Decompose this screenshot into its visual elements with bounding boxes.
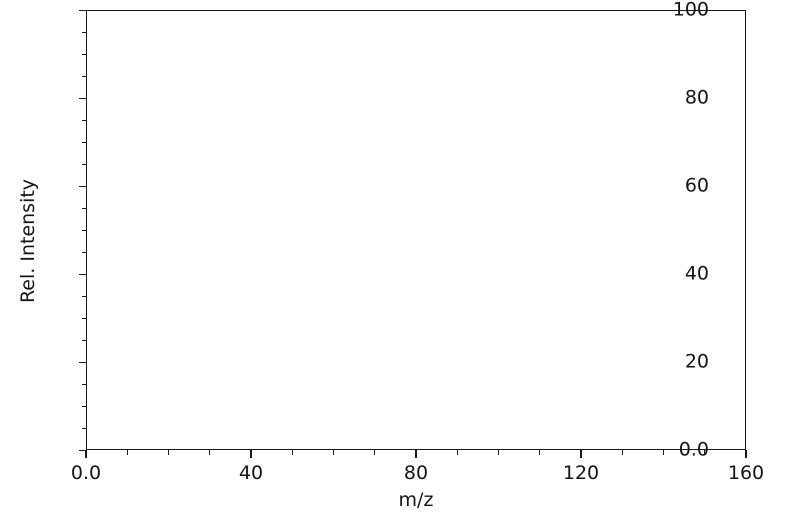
y-tick-label: 0.0 — [678, 438, 709, 461]
y-tick-minor — [82, 230, 86, 232]
y-tick-label: 80 — [684, 86, 709, 109]
y-tick-minor — [82, 164, 86, 166]
y-tick-major — [79, 362, 86, 364]
x-tick-label: 40 — [238, 462, 264, 484]
y-tick-label: 100 — [672, 0, 709, 21]
y-tick-minor — [82, 142, 86, 144]
y-tick-minor — [82, 318, 86, 320]
x-tick-minor — [662, 450, 665, 455]
x-tick-major — [580, 450, 582, 458]
x-tick-major — [415, 450, 417, 458]
x-tick-minor — [456, 450, 458, 455]
x-tick-minor — [539, 450, 541, 455]
y-tick-major — [79, 186, 86, 188]
x-axis-ticks — [85, 450, 747, 464]
y-tick-minor — [82, 208, 86, 210]
x-axis-title: m/z — [398, 489, 434, 511]
y-tick-label: 60 — [684, 174, 709, 197]
x-tick-label: 0.0 — [70, 462, 102, 484]
y-tick-major — [79, 450, 86, 452]
x-tick-major — [85, 450, 87, 458]
x-tick-minor — [332, 450, 335, 455]
y-tick-minor — [82, 76, 86, 78]
x-tick-minor — [209, 450, 211, 455]
x-tick-major — [250, 450, 252, 458]
x-tick-minor — [497, 450, 500, 455]
y-tick-major — [79, 98, 86, 100]
y-axis-title: Rel. Intensity — [17, 178, 39, 304]
y-tick-minor — [82, 32, 86, 34]
x-tick-minor — [167, 450, 170, 455]
x-tick-label: 120 — [562, 462, 600, 484]
x-tick-major — [745, 450, 747, 458]
y-tick-major — [79, 274, 86, 276]
y-tick-minor — [82, 296, 86, 298]
y-tick-minor — [82, 120, 86, 122]
x-tick-minor — [374, 450, 376, 455]
y-tick-minor — [82, 54, 86, 56]
x-tick-label: 80 — [403, 462, 429, 484]
x-tick-minor — [291, 450, 293, 455]
y-tick-minor — [82, 384, 86, 386]
plot-frame-border — [86, 10, 746, 450]
x-tick-minor — [621, 450, 623, 455]
x-tick-label: 160 — [727, 462, 765, 484]
y-tick-label: 20 — [684, 350, 709, 373]
y-tick-minor — [82, 340, 86, 342]
y-tick-minor — [82, 428, 86, 430]
y-axis-ticks — [0, 10, 86, 452]
y-tick-minor — [82, 252, 86, 254]
x-tick-minor — [704, 450, 706, 455]
y-tick-label: 40 — [684, 262, 709, 285]
y-tick-major — [79, 10, 86, 12]
y-tick-minor — [82, 406, 86, 408]
x-tick-minor — [126, 450, 128, 455]
